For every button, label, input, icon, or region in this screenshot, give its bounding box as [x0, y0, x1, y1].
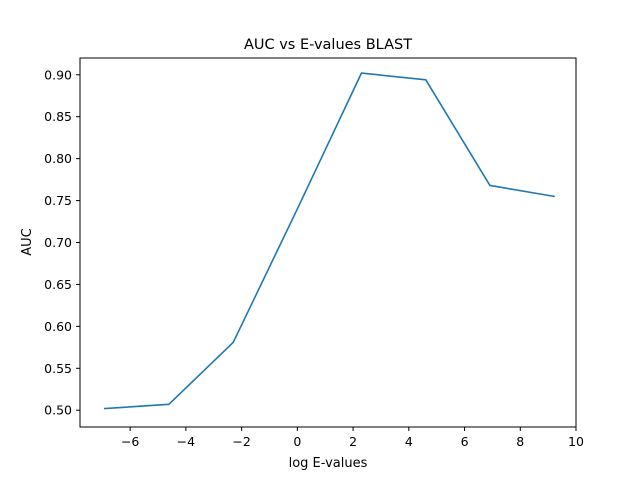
data-point: [232, 341, 234, 343]
data-point: [489, 184, 491, 187]
data-point: [360, 72, 363, 74]
x-axis-label: log E-values: [289, 456, 368, 471]
axes-frame: [79, 57, 577, 428]
x-tick-label: −6: [121, 434, 139, 449]
y-tick-label: 0.85: [44, 109, 72, 124]
x-tick-label: 2: [349, 434, 357, 449]
x-tick-label: −2: [232, 434, 250, 449]
x-tick-label: 0: [293, 434, 301, 449]
data-point: [168, 403, 170, 405]
data-point: [553, 195, 555, 197]
y-tick-label: 0.90: [44, 67, 72, 82]
data-point: [104, 407, 106, 410]
data-point: [425, 79, 427, 81]
x-tick-label: 8: [516, 434, 524, 449]
y-tick-label: 0.60: [44, 319, 72, 334]
y-tick-label: 0.65: [44, 277, 72, 292]
y-tick-label: 0.80: [44, 151, 72, 166]
x-tick-label: 6: [461, 434, 469, 449]
y-tick-label: 0.55: [44, 361, 72, 376]
series-line-0: [103, 72, 555, 410]
y-tick-label: 0.75: [44, 193, 72, 208]
plot-area: [80, 58, 576, 427]
y-tick-label: 0.70: [44, 235, 72, 250]
y-tick-label: 0.50: [44, 403, 72, 418]
data-point: [296, 208, 298, 210]
x-tick-label: 4: [405, 434, 413, 449]
x-tick-label: −4: [177, 434, 195, 449]
y-axis-label: AUC: [20, 228, 35, 256]
x-tick-label: 10: [568, 434, 584, 449]
chart-title: AUC vs E-values BLAST: [244, 37, 412, 53]
